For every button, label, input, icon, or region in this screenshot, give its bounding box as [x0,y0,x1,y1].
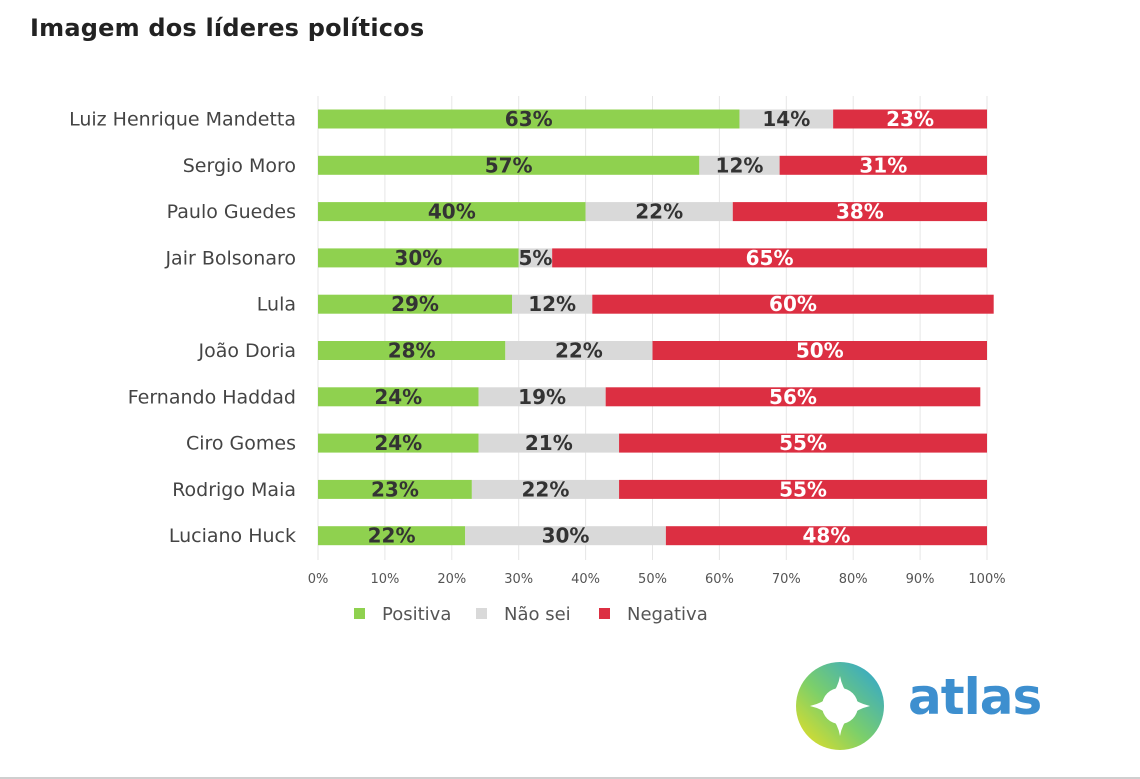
data-label: 19% [518,385,566,409]
x-tick-label: 60% [705,572,734,587]
bar-segment-positiva [318,387,479,407]
x-tick-label: 50% [638,572,667,587]
bar-segment-n-o-sei [471,479,620,499]
bar-segment-negativa [619,479,987,499]
data-label: 60% [769,292,817,316]
data-label: 40% [428,200,476,224]
bar-segment-positiva [318,526,466,546]
category-label: Fernando Haddad [128,386,296,408]
x-tick-label: 20% [437,572,466,587]
atlas-logo-text: atlas [908,668,1042,726]
x-tick-label: 100% [968,572,1005,587]
bar-segment-n-o-sei [739,109,834,129]
chart-title: Imagem dos líderes políticos [30,14,425,42]
bar-segment-n-o-sei [478,433,620,453]
atlas-logo: atlas [794,660,1044,755]
data-label: 12% [528,292,576,316]
bar-segment-n-o-sei [699,155,780,175]
legend-label: Negativa [627,604,708,625]
category-label: Jair Bolsonaro [164,247,296,269]
bar-segment-positiva [318,202,586,222]
data-label: 65% [746,246,794,270]
bar-segment-positiva [318,155,700,175]
data-label: 24% [374,431,422,455]
bar-segment-negativa [779,155,987,175]
data-label: 28% [388,339,436,363]
data-label: 12% [716,153,764,177]
bar-segment-negativa [732,202,987,222]
data-label: 55% [779,431,827,455]
bar-segment-n-o-sei [478,387,606,407]
data-label: 5% [518,246,552,270]
data-label: 22% [522,477,570,501]
data-label: 50% [796,339,844,363]
legend-swatch [354,608,365,619]
data-label: 23% [371,477,419,501]
data-label: 21% [525,431,573,455]
bar-segment-positiva [318,294,513,314]
bottom-divider [0,777,1140,779]
bar-segment-negativa [552,248,987,268]
data-label: 24% [374,385,422,409]
bar-segment-negativa [619,433,987,453]
x-tick-label: 10% [370,572,399,587]
data-label: 14% [762,107,810,131]
data-label: 30% [542,524,590,548]
legend-label: Não sei [504,604,571,625]
x-tick-label: 30% [504,572,533,587]
bar-segment-positiva [318,109,740,129]
category-label: Paulo Guedes [167,201,296,223]
bar-segment-n-o-sei [585,202,733,222]
atlas-logo-icon [796,662,884,750]
bar-segment-positiva [318,433,479,453]
bar-segment-positiva [318,341,506,360]
category-label: Rodrigo Maia [172,479,296,501]
bar-segment-negativa [605,387,981,407]
bar-segment-negativa [592,294,994,314]
x-tick-label: 0% [308,572,329,587]
x-tick-label: 40% [571,572,600,587]
x-tick-label: 70% [772,572,801,587]
category-label: Luiz Henrique Mandetta [69,109,296,131]
legend-swatch [599,608,610,619]
category-label: Sergio Moro [183,155,296,177]
bar-segment-negativa [665,526,987,546]
bar-segment-negativa [833,109,987,129]
bar-segment-positiva [318,479,472,499]
bar-segment-negativa [652,341,987,360]
category-label: João Doria [197,340,296,362]
data-label: 48% [803,524,851,548]
data-label: 55% [779,477,827,501]
x-tick-label: 80% [839,572,868,587]
data-label: 22% [555,339,603,363]
data-label: 31% [859,153,907,177]
bar-segment-n-o-sei [512,294,593,314]
x-tick-label: 90% [906,572,935,587]
category-label: Ciro Gomes [186,433,296,455]
category-label: Lula [257,294,296,316]
bar-segment-positiva [318,248,519,268]
stacked-bar-chart: 0% 10% 20% 30% 40% 50% 60% 70% 80% 90% 100% Luiz He… [69,96,1006,625]
data-label: 57% [485,153,533,177]
category-label: Luciano Huck [169,525,296,547]
data-label: 38% [836,200,884,224]
data-label: 30% [394,246,442,270]
bar-segment-n-o-sei [465,526,666,546]
data-label: 63% [505,107,553,131]
legend-label: Positiva [382,604,451,625]
data-label: 29% [391,292,439,316]
bar-segment-n-o-sei [518,248,553,268]
legend-swatch [476,608,487,619]
data-label: 23% [886,107,934,131]
bar-segment-n-o-sei [505,341,653,360]
data-label: 56% [769,385,817,409]
data-label: 22% [368,524,416,548]
data-label: 22% [635,200,683,224]
